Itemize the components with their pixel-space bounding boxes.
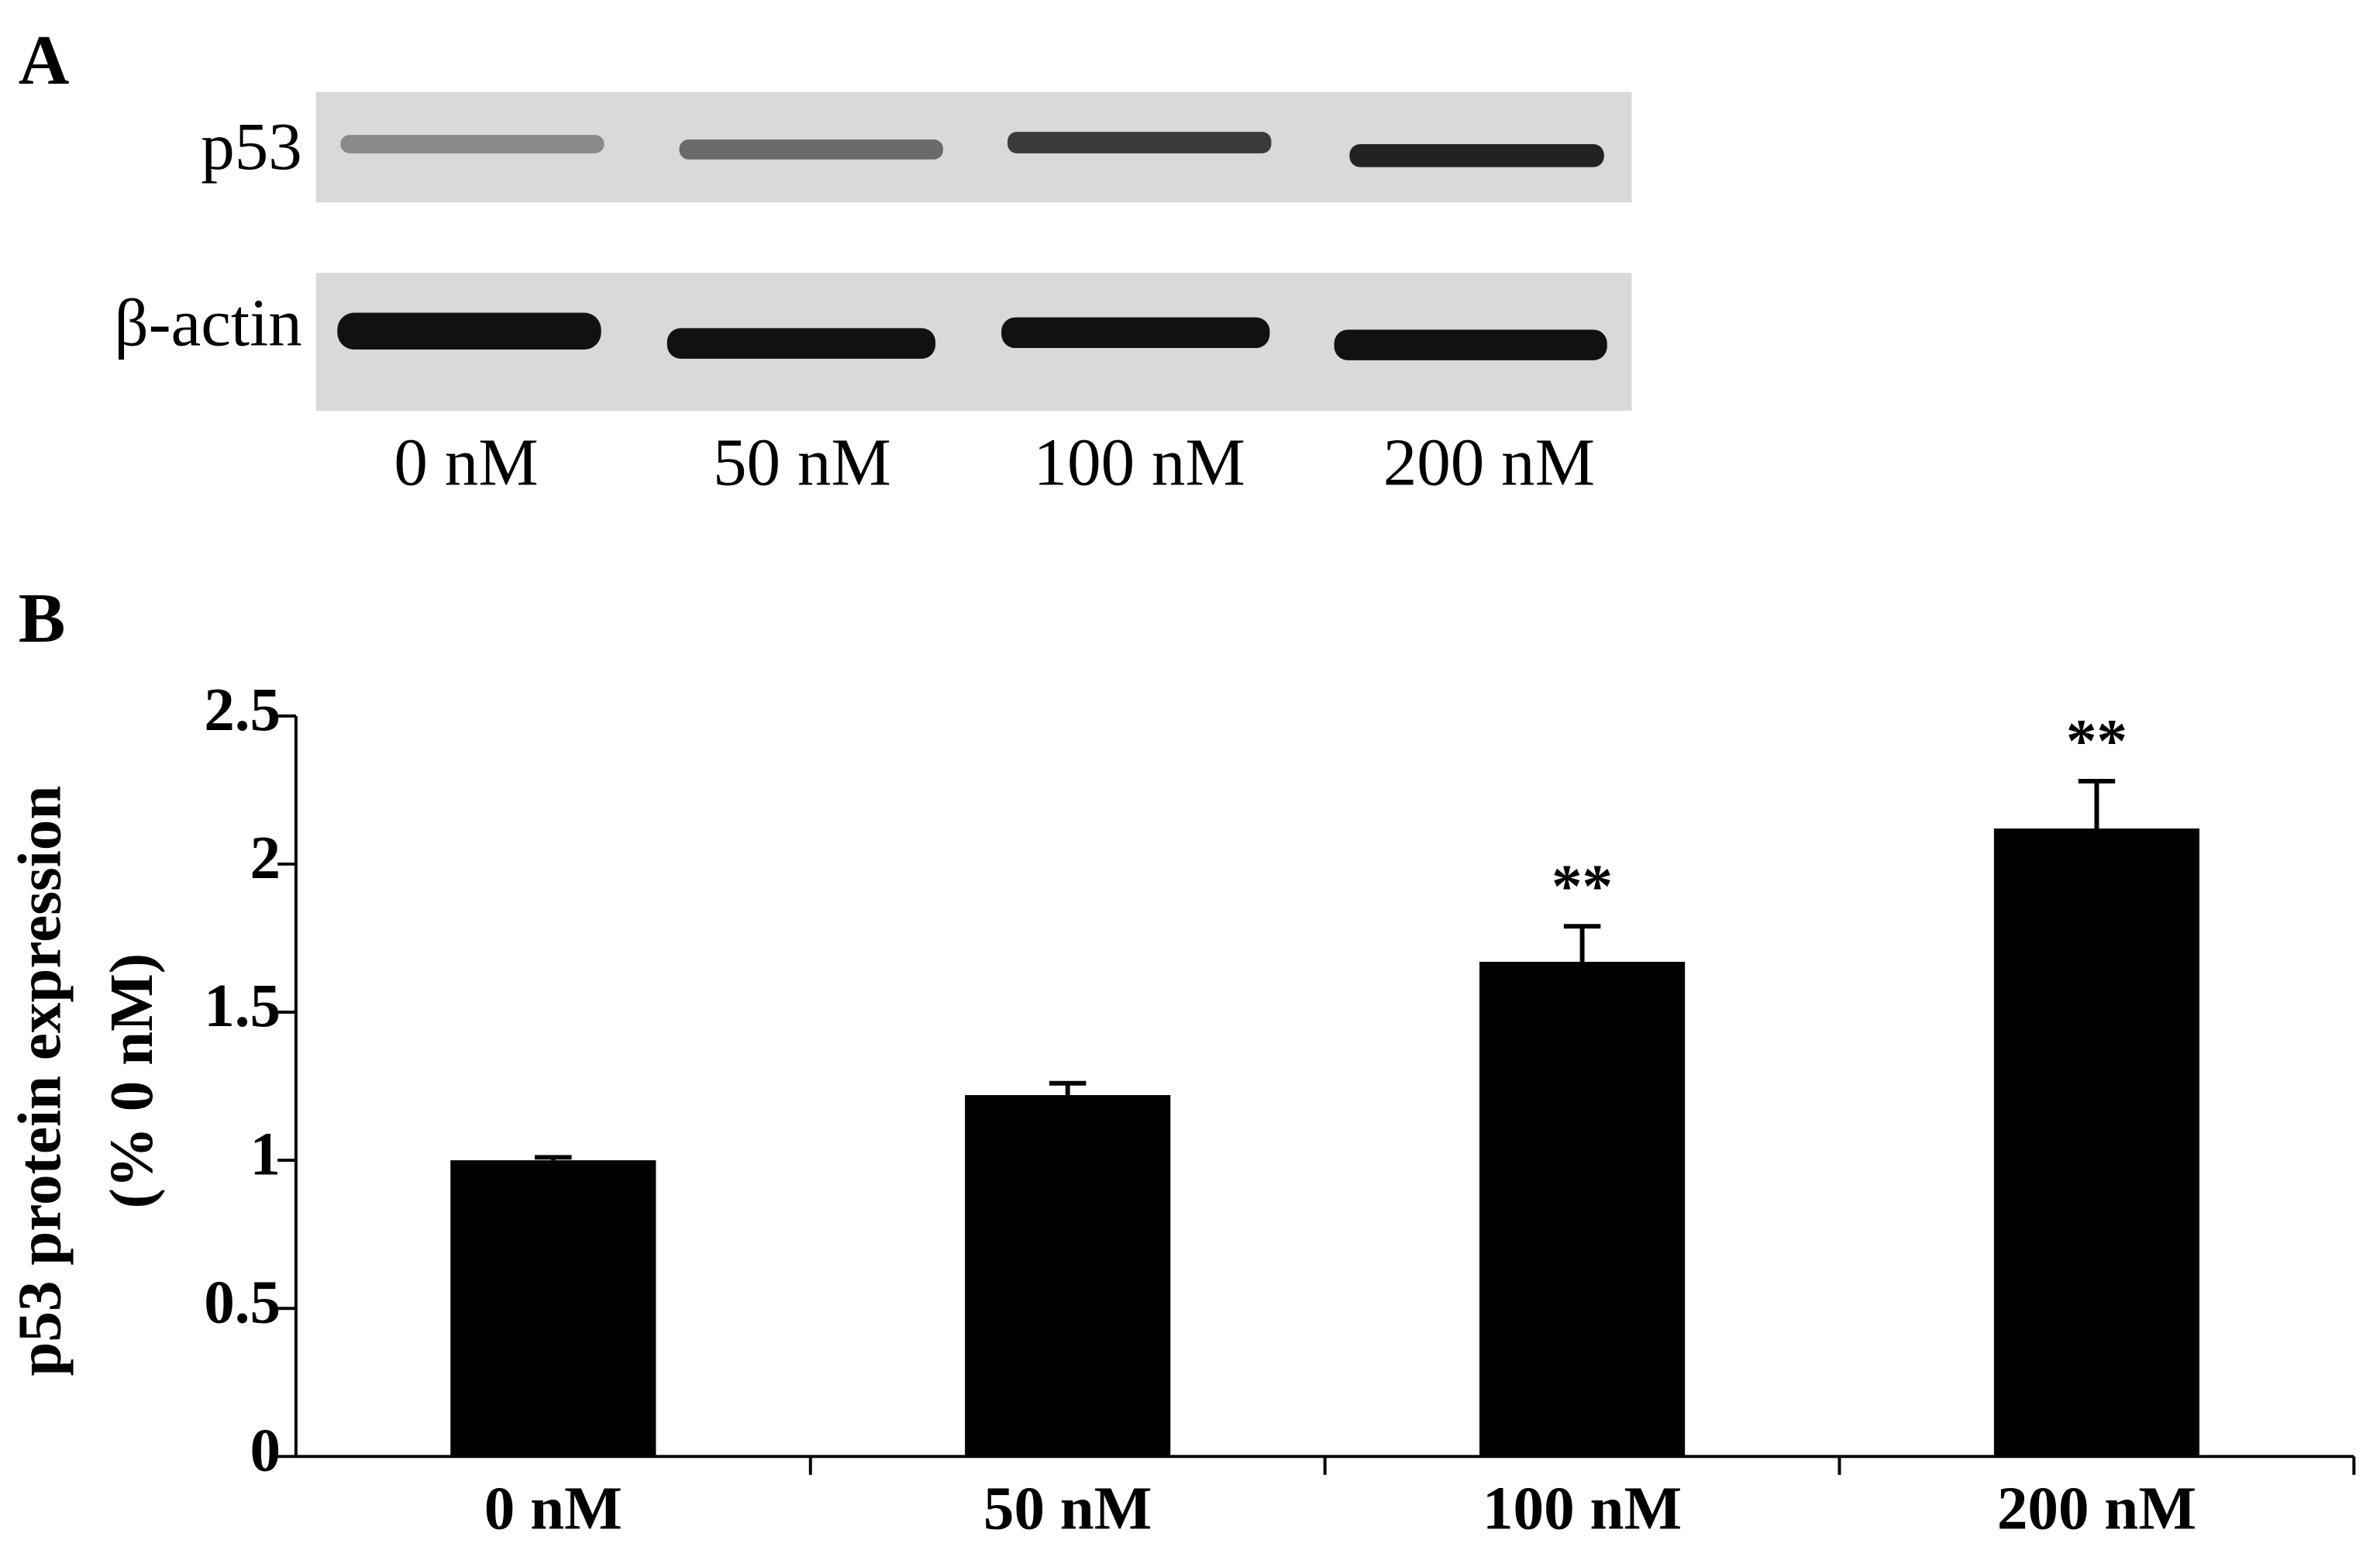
y-axis-title-line: p53 protein expression — [6, 786, 74, 1376]
band — [1334, 329, 1607, 360]
band — [666, 328, 936, 359]
p53-bands — [340, 132, 1604, 167]
panel-label: A — [19, 21, 70, 99]
significance: ** — [1552, 852, 1613, 921]
y-tick-label: 2.5 — [204, 676, 281, 744]
panel-label: B — [19, 579, 66, 657]
band — [1007, 132, 1272, 153]
actin-bands — [337, 312, 1607, 360]
lane-label: 0 nM — [394, 424, 538, 499]
band — [340, 135, 604, 153]
lane-label: 50 nM — [713, 424, 891, 499]
band — [679, 140, 943, 160]
row-label: β-actin — [114, 284, 301, 360]
band — [337, 312, 601, 350]
y-axis-title-line: (% 0 nM) — [98, 953, 166, 1209]
y-tick-label: 2 — [250, 824, 281, 892]
significance: ** — [2066, 708, 2127, 776]
x-tick-label: 100 nM — [1483, 1475, 1682, 1543]
y-tick-label: 1.5 — [204, 972, 281, 1040]
lane-label: 200 nM — [1383, 424, 1595, 499]
lane-label: 100 nM — [1034, 424, 1245, 499]
bar — [1479, 962, 1686, 1457]
x-tick-label: 50 nM — [983, 1475, 1152, 1543]
y-tick-label: 1 — [250, 1120, 281, 1188]
bar — [1993, 828, 2200, 1457]
y-axis-title: p53 protein expression (% 0 nM) — [6, 786, 167, 1376]
y-tick-label: 0.5 — [204, 1268, 281, 1336]
bar — [450, 1160, 656, 1457]
x-tick-label: 200 nM — [1997, 1475, 2196, 1543]
row-label: p53 — [201, 108, 302, 184]
y-tick-label: 0 — [250, 1416, 281, 1484]
band — [1349, 143, 1604, 167]
band — [1001, 317, 1270, 349]
x-tick-label: 0 nM — [484, 1475, 622, 1543]
bar — [965, 1095, 1171, 1457]
